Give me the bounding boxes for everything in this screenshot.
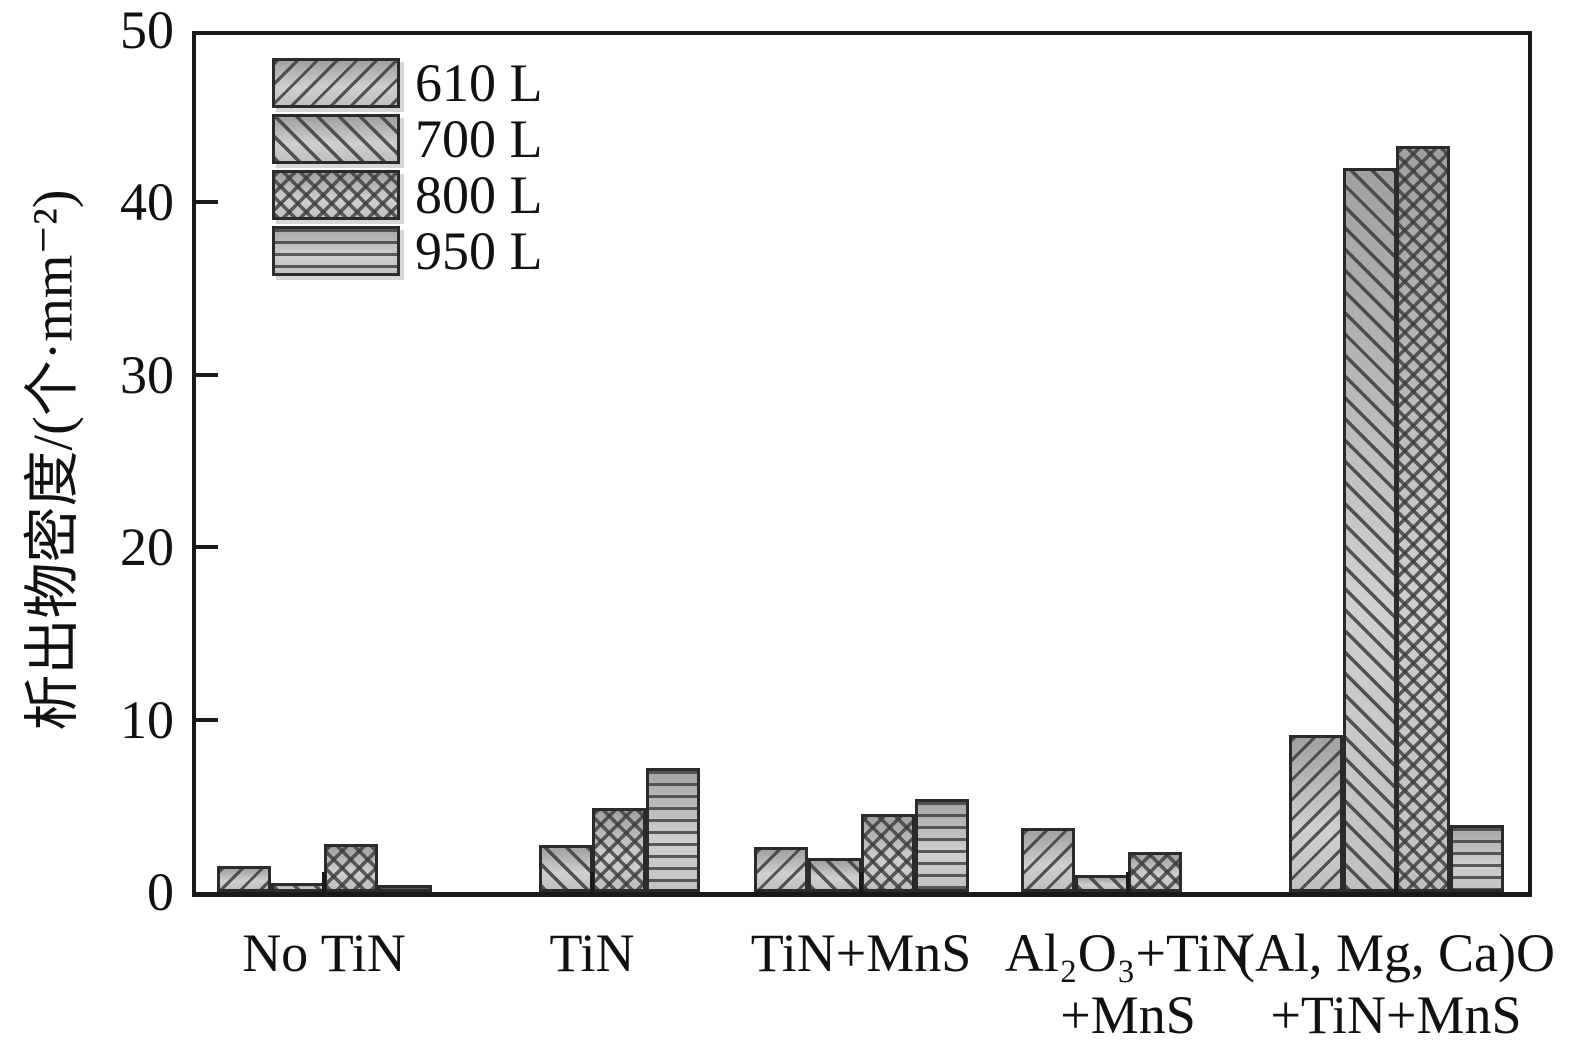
bar-610-l-al-o-tin-mns: [1021, 828, 1075, 892]
y-tick-label-20: 20: [120, 517, 174, 578]
legend-swatch-610-l: [272, 58, 400, 108]
legend-row-700-l: 700 L: [272, 109, 543, 169]
bar-610-l-no-tin: [217, 866, 271, 892]
legend-label-700-l: 700 L: [415, 109, 543, 169]
y-tick-mark-30: [196, 372, 218, 377]
bar-700-l-no-tin: [271, 883, 325, 892]
y-axis-label: 析出物密度/(个·mm⁻²): [22, 189, 85, 731]
bar-950-l-tin: [646, 768, 700, 892]
x-tick-label-al-mg-ca-o-tin-mns: (Al, Mg, Ca)O +TiN+MnS: [1237, 923, 1555, 1045]
legend-label-800-l: 800 L: [415, 165, 543, 225]
y-tick-mark-10: [196, 717, 218, 722]
legend-row-610-l: 610 L: [272, 53, 543, 113]
bar-610-l-al-mg-ca-o-tin-mns: [1289, 735, 1343, 892]
legend-label-610-l: 610 L: [415, 53, 543, 113]
x-tick-label-no-tin: No TiN: [242, 923, 406, 983]
legend-row-950-l: 950 L: [272, 221, 543, 281]
y-tick-mark-40: [196, 200, 218, 205]
legend-row-800-l: 800 L: [272, 165, 543, 225]
bar-950-l-no-tin: [378, 885, 432, 892]
bar-700-l-al-o-tin-mns: [1075, 875, 1129, 892]
x-tick-label-al-o-tin-mns: Al₂O₃+TiN +MnS: [1004, 923, 1252, 1045]
bar-950-l-tin-mns: [915, 799, 969, 892]
y-tick-label-50: 50: [120, 0, 174, 60]
bar-800-l-tin-mns: [861, 814, 915, 892]
bar-610-l-tin-mns: [754, 847, 808, 892]
x-tick-mark-tin: [590, 872, 594, 892]
x-tick-mark-al-mg-ca-o-tin-mns: [1394, 872, 1398, 892]
x-tick-mark-al-o-tin-mns: [1126, 872, 1130, 892]
bar-950-l-al-mg-ca-o-tin-mns: [1450, 825, 1504, 892]
y-tick-label-0: 0: [147, 862, 174, 922]
legend: 610 L 700 L 800 L 950 L: [272, 53, 543, 281]
bar-700-l-tin-mns: [808, 858, 862, 892]
bar-700-l-tin: [539, 845, 593, 892]
bar-800-l-tin: [592, 808, 646, 892]
y-tick-mark-20: [196, 545, 218, 550]
legend-swatch-800-l: [272, 170, 400, 220]
bar-800-l-al-mg-ca-o-tin-mns: [1396, 146, 1450, 892]
x-tick-mark-no-tin: [322, 872, 326, 892]
bar-700-l-al-mg-ca-o-tin-mns: [1343, 168, 1397, 892]
x-tick-mark-tin-mns: [859, 872, 863, 892]
x-tick-label-tin: TiN: [549, 923, 635, 983]
y-tick-label-10: 10: [120, 689, 174, 750]
y-tick-label-30: 30: [120, 344, 174, 405]
bar-800-l-no-tin: [324, 844, 378, 892]
legend-swatch-700-l: [272, 114, 400, 164]
legend-swatch-950-l: [272, 226, 400, 276]
y-tick-label-40: 40: [120, 172, 174, 233]
legend-label-950-l: 950 L: [415, 221, 543, 281]
bar-800-l-al-o-tin-mns: [1128, 852, 1182, 892]
x-tick-label-tin-mns: TiN+MnS: [750, 923, 972, 983]
